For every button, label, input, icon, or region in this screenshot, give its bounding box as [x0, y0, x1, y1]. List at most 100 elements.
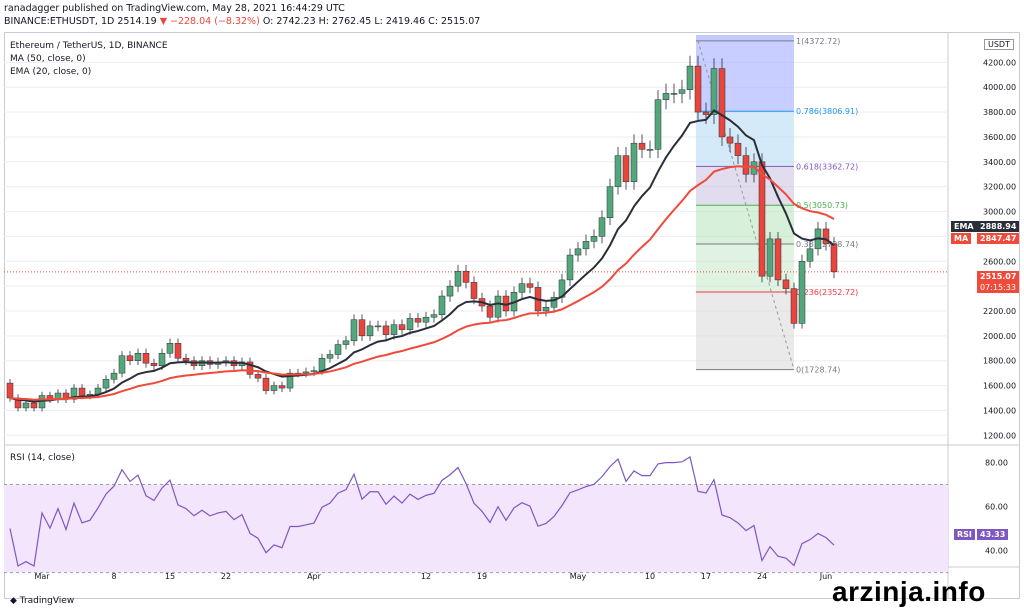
candle-body — [342, 340, 350, 345]
candle-body — [158, 352, 166, 366]
price-tick-label: 3800.00 — [983, 108, 1016, 117]
rsi-legend: RSI (14, close) — [10, 453, 75, 463]
candle-body — [750, 161, 758, 175]
chart-frame — [4, 32, 1020, 599]
rsi-tick-label: 60.00 — [985, 503, 1008, 512]
candle-body — [790, 288, 798, 324]
candle-body — [102, 379, 110, 389]
candle-body — [470, 282, 478, 299]
time-tick-label: 24 — [757, 572, 767, 581]
ema-value-tag: 2888.94 — [977, 221, 1020, 232]
candle-body — [462, 270, 470, 283]
candle-body — [70, 387, 78, 400]
fib-level-label: 0.236(2352.72) — [796, 288, 858, 297]
candle-body — [830, 243, 838, 273]
fib-zone — [696, 291, 794, 370]
candle-body — [678, 89, 686, 94]
candle-body — [30, 402, 38, 409]
price-tag: 2515.07 — [977, 271, 1020, 282]
ema-tag: EMA — [951, 221, 977, 232]
candle-body — [366, 325, 374, 337]
price-tick-label: 4200.00 — [983, 58, 1016, 67]
candle-body — [454, 270, 462, 287]
price-change: ▼ −228.04 (−8.32%) — [159, 16, 260, 27]
tradingview-logo[interactable]: ◆ TradingView — [10, 596, 74, 606]
price-tick-label: 3400.00 — [983, 158, 1016, 167]
price-tick-label: 2200.00 — [983, 307, 1016, 316]
fib-level-label: 0.5(3050.73) — [796, 201, 848, 210]
fib-zone — [696, 205, 794, 245]
candle-body — [646, 149, 654, 151]
candle-body — [582, 241, 590, 250]
ohlc-values: O: 2742.23 H: 2762.45 L: 2419.46 C: 2515… — [262, 16, 481, 27]
candle-body — [774, 238, 782, 281]
time-tick-label: 10 — [645, 572, 655, 581]
publish-info: ranadagger published on TradingView.com,… — [4, 3, 345, 14]
candle-body — [374, 325, 382, 328]
ema-line — [9, 109, 835, 403]
time-tick-label: 19 — [477, 572, 487, 581]
candle-body — [694, 65, 702, 113]
candle-body — [822, 228, 830, 245]
candle-body — [350, 319, 358, 342]
candle-body — [422, 316, 430, 323]
time-tick-label: 15 — [165, 572, 175, 581]
symbol: BINANCE:ETHUSDT, 1D — [4, 16, 115, 27]
candle-body — [358, 319, 366, 337]
ma-tag: MA — [951, 233, 972, 244]
candle-body — [286, 372, 294, 389]
candle-body — [398, 324, 406, 330]
candle-body — [734, 142, 742, 156]
candle-body — [550, 297, 558, 308]
candle-body — [22, 402, 30, 409]
price-tick-label: 3600.00 — [983, 133, 1016, 142]
fib-level-label: 0.618(3362.72) — [796, 162, 858, 171]
candle-body — [686, 65, 694, 90]
candle-body — [518, 283, 526, 293]
candle-body — [254, 374, 262, 379]
symbol-quote: BINANCE:ETHUSDT, 1D 2514.19 ▼ −228.04 (−… — [4, 16, 480, 27]
timer-tag: 07:15:33 — [977, 282, 1019, 293]
candle-body — [598, 217, 606, 237]
time-tick-label: 22 — [221, 572, 231, 581]
rsi-tick-label: 80.00 — [985, 458, 1008, 467]
candle-body — [246, 361, 254, 375]
candle-body — [590, 236, 598, 242]
price-tick-label: 2600.00 — [983, 257, 1016, 266]
price-tick-label: 1800.00 — [983, 357, 1016, 366]
candle-body — [654, 99, 662, 150]
candle-body — [118, 355, 126, 374]
fib-zone — [696, 35, 794, 41]
candle-body — [486, 305, 494, 318]
candle-body — [334, 344, 342, 355]
candle-body — [142, 352, 150, 364]
candle-body — [270, 385, 278, 391]
fib-level-label: 1(4372.72) — [796, 37, 840, 46]
price-tick-label: 1600.00 — [983, 382, 1016, 391]
candle-body — [766, 238, 774, 277]
time-tick-label: Mar — [34, 572, 50, 581]
candle-body — [166, 343, 174, 354]
price-tick-label: 3000.00 — [983, 208, 1016, 217]
price-tick-label: 4000.00 — [983, 83, 1016, 92]
rsi-tick-label: 40.00 — [985, 547, 1008, 556]
ma-line — [9, 165, 835, 401]
candle-body — [174, 343, 182, 359]
candle-body — [446, 285, 454, 297]
legend-ma: MA (50, close, 0) — [10, 54, 86, 64]
candle-body — [758, 161, 766, 277]
price-tick-label: 1200.00 — [983, 431, 1016, 440]
candle-body — [494, 295, 502, 318]
fib-level-label: 0.382(2738.74) — [796, 240, 858, 249]
legend-title: Ethereum / TetherUS, 1D, BINANCE — [10, 41, 168, 51]
candle-body — [542, 307, 550, 312]
candle-body — [262, 377, 270, 391]
candle-body — [414, 318, 422, 323]
candle-body — [806, 248, 814, 262]
candle-body — [150, 362, 158, 366]
candle-body — [182, 357, 190, 361]
price-tick-label: 1400.00 — [983, 406, 1016, 415]
price-tick-label: 3200.00 — [983, 183, 1016, 192]
brand-text: TradingView — [19, 596, 75, 606]
